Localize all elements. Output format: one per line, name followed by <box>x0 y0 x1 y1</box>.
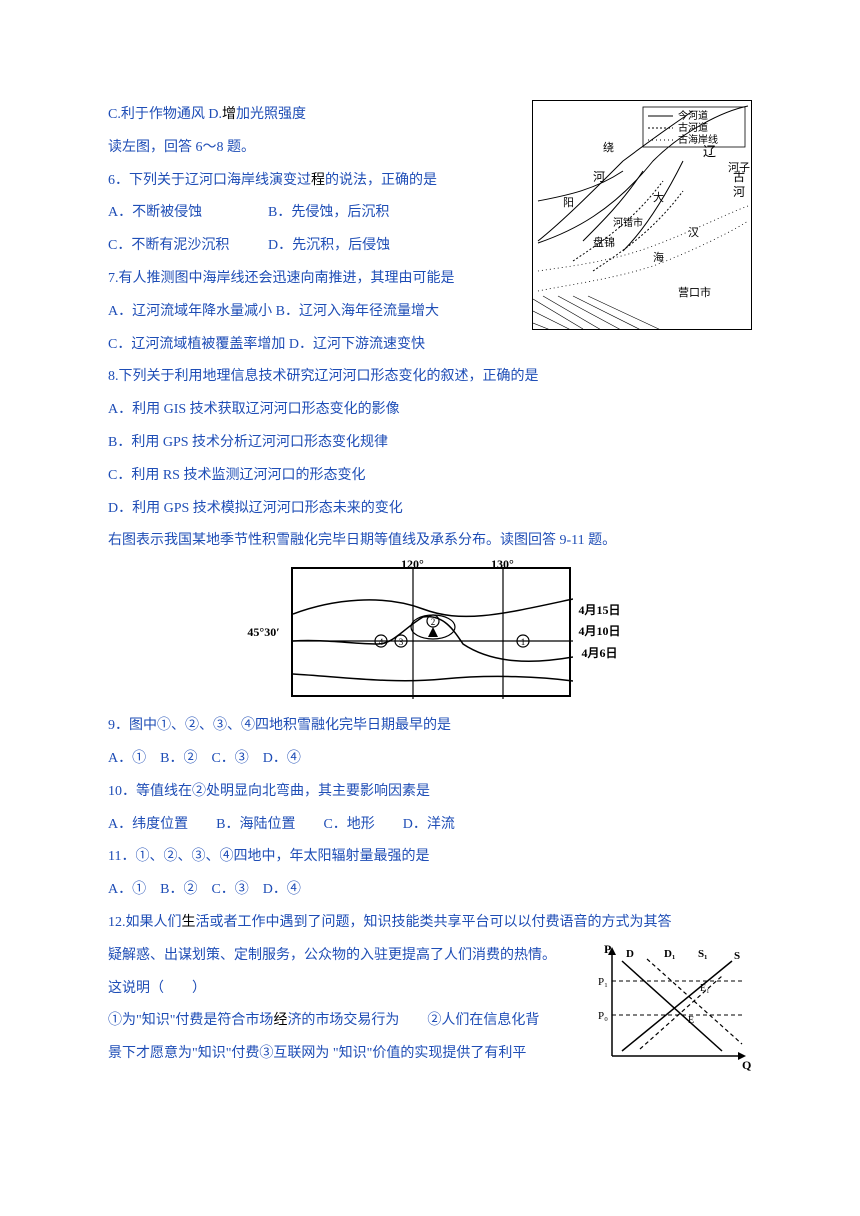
map1-label: 阳 <box>563 196 574 209</box>
map1-label: 盘锦 <box>593 235 615 249</box>
map1-label: 河子 <box>728 161 750 174</box>
svg-text:E₁: E₁ <box>700 983 710 994</box>
svg-text:P: P <box>604 942 611 956</box>
snowmelt-map-wrap: 45°30′ 1 2 3 4 120° 130° <box>108 567 752 697</box>
q8-opt-b: B．利用 GPS 技术分析辽河河口形态变化规律 <box>108 428 752 459</box>
q12-line1: 12.如果人们生活或者工作中遇到了问题，知识技能类共享平台可以以付费语音的方式为… <box>108 908 752 939</box>
map1-label: 河 <box>733 185 745 199</box>
q11-options: A．① B．② C．③ D．④ <box>108 875 752 906</box>
svg-text:1: 1 <box>521 637 526 647</box>
svg-text:S: S <box>734 950 740 962</box>
svg-text:Q: Q <box>742 1058 751 1071</box>
map1-label: 河错市 <box>613 216 643 229</box>
svg-text:P₀: P₀ <box>598 1010 608 1022</box>
q11-stem: 11．①、②、③、④四地中，年太阳辐射量最强的是 <box>108 842 752 873</box>
q8-opt-a: A．利用 GIS 技术获取辽河河口形态变化的影像 <box>108 395 752 426</box>
q10-options: A．纬度位置 B．海陆位置 C．地形 D．洋流 <box>108 810 752 841</box>
q9-stem: 9．图中①、②、③、④四地积雪融化完毕日期最早的是 <box>108 711 752 742</box>
map1-label: 海 <box>653 250 664 264</box>
snowmelt-map: 1 2 3 4 120° 130° <box>291 567 571 697</box>
svg-text:4: 4 <box>379 637 384 647</box>
lat-label: 45°30′ <box>239 619 287 645</box>
q8-stem: 8.下列关于利用地理信息技术研究辽河河口形态变化的叙述，正确的是 <box>108 362 752 393</box>
lon-130: 130° <box>491 551 514 577</box>
q8-opt-d: D．利用 GPS 技术模拟辽河河口形态未来的变化 <box>108 494 752 525</box>
map1-label: 辽 <box>703 144 716 159</box>
snowmelt-date-labels: 4月15日 4月10日 4月6日 <box>578 600 620 665</box>
map1-label: 营口市 <box>678 285 711 299</box>
map1-label: 河 <box>593 170 605 184</box>
q9-options: A．① B．② C．③ D．④ <box>108 744 752 775</box>
svg-text:E: E <box>688 1015 694 1026</box>
map1-label: 绕 <box>603 141 614 154</box>
liaohe-map: 今河道 古河道 古海岸线 <box>532 100 752 330</box>
q10-stem: 10．等值线在②处明显向北弯曲，其主要影响因素是 <box>108 777 752 808</box>
svg-text:S₁: S₁ <box>698 948 707 960</box>
legend-item-1: 今河道 <box>678 109 708 122</box>
supply-demand-figure: P Q P₁ P₀ D D₁ S₁ S E₁ E <box>592 941 752 1071</box>
svg-text:D₁: D₁ <box>664 948 675 960</box>
q8-opt-c: C．利用 RS 技术监测辽河河口的形态变化 <box>108 461 752 492</box>
svg-text:P₁: P₁ <box>598 976 608 988</box>
svg-text:D: D <box>626 948 634 960</box>
supply-demand-chart: P Q P₁ P₀ D D₁ S₁ S E₁ E <box>592 941 752 1071</box>
liaohe-map-figure: 今河道 古河道 古海岸线 <box>532 100 752 330</box>
q7-options-cd: C．辽河流域植被覆盖率增加 D．辽河下游流速变快 <box>108 330 752 361</box>
intro-9-11: 右图表示我国某地季节性积雪融化完毕日期等值线及承系分布。读图回答 9-11 题。 <box>108 526 752 557</box>
svg-text:2: 2 <box>431 617 436 627</box>
map1-label: 大 <box>653 190 664 204</box>
svg-text:3: 3 <box>399 637 404 647</box>
lon-120: 120° <box>401 551 424 577</box>
map1-label: 汉 <box>688 226 699 239</box>
